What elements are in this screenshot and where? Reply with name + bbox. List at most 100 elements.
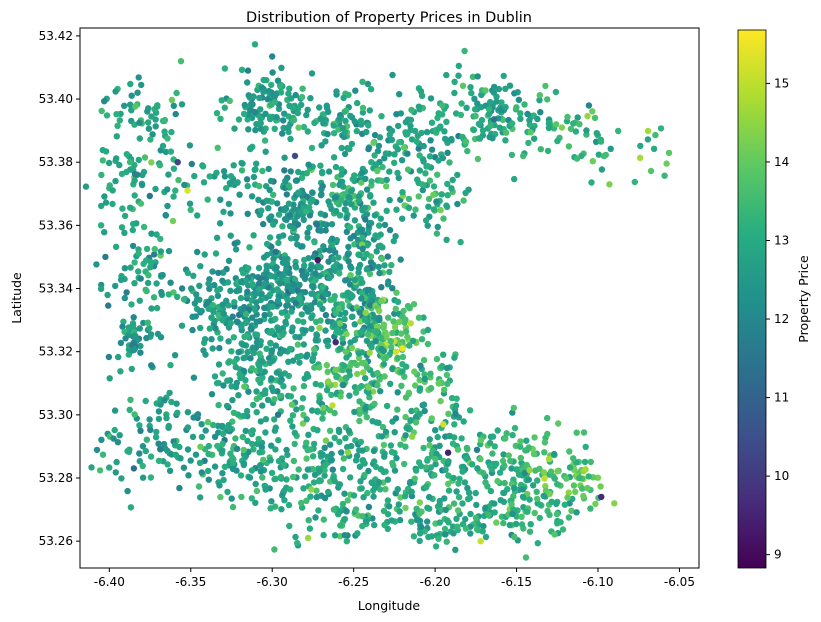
- scatter-point: [170, 193, 177, 200]
- scatter-point: [485, 110, 493, 118]
- scatter-point: [360, 458, 367, 465]
- scatter-point: [592, 138, 600, 145]
- scatter-point: [393, 454, 400, 462]
- scatter-point: [101, 193, 108, 200]
- scatter-point: [362, 309, 369, 316]
- scatter-point: [289, 357, 297, 364]
- scatter-point: [486, 462, 494, 470]
- scatter-point: [285, 124, 292, 131]
- scatter-point: [263, 263, 271, 271]
- scatter-point: [355, 354, 363, 362]
- scatter-point: [135, 268, 142, 275]
- scatter-point: [323, 387, 331, 394]
- scatter-point: [365, 122, 372, 129]
- scatter-point: [382, 486, 389, 493]
- scatter-point: [443, 364, 451, 372]
- scatter-point: [386, 196, 393, 204]
- scatter-point: [532, 467, 539, 474]
- scatter-point: [346, 224, 354, 231]
- scatter-point: [472, 514, 480, 521]
- scatter-point: [294, 317, 302, 325]
- scatter-point: [316, 104, 323, 111]
- scatter-point: [215, 401, 222, 409]
- scatter-point: [374, 167, 381, 175]
- scatter-point: [206, 285, 213, 292]
- scatter-point: [500, 451, 507, 458]
- scatter-point: [331, 409, 338, 417]
- scatter-point: [248, 326, 255, 333]
- scatter-point: [225, 257, 233, 264]
- scatter-point: [469, 73, 477, 81]
- scatter-point: [303, 353, 310, 360]
- scatter-point: [328, 221, 336, 228]
- scatter-point: [454, 507, 462, 514]
- y-tick-label: 53.32: [39, 345, 73, 359]
- scatter-point: [399, 361, 406, 368]
- scatter-point: [337, 212, 344, 219]
- scatter-point: [359, 513, 366, 520]
- scatter-point: [369, 293, 377, 300]
- scatter-point: [289, 105, 297, 112]
- scatter-point: [439, 111, 446, 118]
- scatter-point: [551, 450, 558, 458]
- scatter-point: [138, 181, 146, 189]
- scatter-point: [255, 376, 262, 383]
- scatter-point: [319, 170, 326, 177]
- scatter-point: [221, 463, 229, 470]
- scatter-point: [290, 116, 298, 124]
- scatter-point: [430, 191, 437, 198]
- scatter-point: [463, 455, 470, 462]
- scatter-point: [338, 166, 345, 173]
- scatter-point: [445, 487, 453, 494]
- scatter-point: [154, 103, 161, 110]
- scatter-point: [371, 212, 378, 219]
- scatter-point: [295, 124, 302, 131]
- scatter-point: [468, 89, 475, 97]
- scatter-point: [127, 504, 135, 511]
- scatter-point: [110, 435, 117, 442]
- scatter-point: [376, 376, 383, 383]
- scatter-point: [346, 145, 353, 153]
- scatter-point: [244, 210, 251, 217]
- scatter-point: [448, 137, 455, 144]
- scatter-point: [289, 423, 296, 430]
- scatter-point: [380, 441, 388, 449]
- scatter-point: [306, 224, 313, 231]
- scatter-point: [491, 83, 498, 91]
- scatter-point: [331, 434, 338, 441]
- scatter-point: [519, 493, 527, 500]
- scatter-point: [582, 443, 589, 451]
- scatter-point: [380, 360, 388, 368]
- scatter-point: [329, 466, 336, 473]
- scatter-point: [252, 126, 259, 134]
- scatter-point: [272, 446, 279, 453]
- scatter-point: [424, 163, 431, 170]
- scatter-point: [198, 469, 205, 476]
- scatter-point: [436, 501, 443, 508]
- scatter-point: [325, 108, 332, 116]
- scatter-point: [346, 362, 354, 369]
- scatter-point: [487, 98, 494, 106]
- scatter-point: [565, 489, 572, 496]
- scatter-point: [342, 435, 349, 442]
- scatter-point: [132, 103, 139, 110]
- scatter-point: [162, 148, 170, 156]
- scatter-point: [224, 488, 231, 496]
- scatter-point: [308, 325, 315, 332]
- scatter-point: [246, 244, 253, 251]
- scatter-point: [219, 301, 226, 308]
- scatter-point: [329, 181, 337, 189]
- scatter-point: [228, 383, 235, 390]
- scatter-point: [435, 125, 443, 132]
- scatter-point: [394, 169, 401, 177]
- scatter-point: [440, 215, 447, 222]
- scatter-point: [343, 228, 350, 236]
- scatter-point: [320, 531, 327, 539]
- scatter-point: [109, 187, 116, 194]
- scatter-point: [384, 525, 391, 532]
- scatter-point: [313, 487, 320, 494]
- scatter-point: [463, 444, 471, 452]
- scatter-point: [221, 173, 229, 180]
- scatter-point: [206, 173, 213, 180]
- scatter-point: [208, 336, 215, 343]
